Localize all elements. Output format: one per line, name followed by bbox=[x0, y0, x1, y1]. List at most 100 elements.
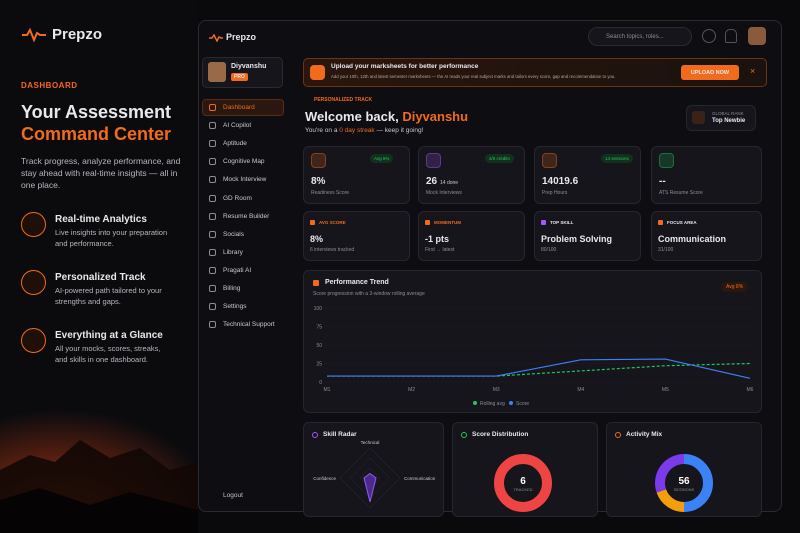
nav-item[interactable]: Cognitive Map bbox=[223, 158, 265, 166]
metric-label: AVG SCORE bbox=[319, 220, 346, 225]
x-tick-label: M3 bbox=[493, 387, 500, 393]
nav-icon bbox=[209, 303, 216, 311]
nav-icon bbox=[209, 140, 216, 148]
nav-icon bbox=[209, 212, 216, 220]
nav-icon bbox=[209, 176, 216, 184]
stat-badge: 4/5 credits bbox=[485, 154, 514, 163]
metric-card bbox=[534, 211, 641, 261]
nav-item[interactable]: Pragati AI bbox=[223, 266, 252, 274]
nav-icon bbox=[209, 158, 216, 166]
panel-icon bbox=[461, 432, 467, 438]
panel-title: Skill Radar bbox=[323, 431, 357, 438]
y-tick-label: 0 bbox=[319, 380, 322, 386]
notifications[interactable] bbox=[725, 29, 737, 43]
metric-card bbox=[303, 211, 410, 261]
welcome-name: Diyvanshu bbox=[402, 109, 469, 124]
nav-item[interactable]: Socials bbox=[223, 230, 244, 238]
nav-icon bbox=[209, 285, 216, 292]
user-badge: PRO bbox=[231, 73, 248, 81]
nav-item[interactable]: Library bbox=[223, 248, 243, 256]
chart-title: Performance Trend bbox=[325, 279, 389, 286]
stat-badge: Avg 8% bbox=[370, 154, 394, 163]
metric-sub: 80/100 bbox=[541, 247, 557, 253]
stat-label: Readiness Score bbox=[311, 190, 350, 196]
search-box[interactable]: Search topics, roles... bbox=[588, 27, 692, 46]
x-tick-label: M4 bbox=[577, 387, 584, 393]
donut-label: TRACKED bbox=[513, 487, 532, 492]
feature-icon bbox=[21, 212, 46, 237]
nav-item[interactable]: AI Copilot bbox=[223, 122, 252, 130]
x-tick-label: M1 bbox=[324, 387, 331, 393]
radar-label: Communication bbox=[404, 476, 436, 481]
nav-item[interactable]: Settings bbox=[223, 303, 247, 311]
theme-toggle[interactable] bbox=[702, 29, 716, 43]
metric-value: 8% bbox=[310, 234, 324, 244]
eyebrow: DASHBOARD bbox=[21, 81, 78, 90]
banner-icon bbox=[310, 65, 325, 80]
streak-prefix: You're on a bbox=[305, 127, 340, 134]
legend-label: Score bbox=[516, 401, 529, 407]
stat-icon bbox=[311, 153, 326, 168]
hero-panel bbox=[0, 0, 198, 533]
x-tick-label: M6 bbox=[747, 387, 754, 393]
feature-title: Real-time Analytics bbox=[55, 214, 147, 225]
streak: 0 day streak bbox=[339, 127, 375, 134]
nav-item[interactable]: Aptitude bbox=[223, 140, 247, 148]
panel-icon bbox=[312, 432, 318, 438]
user-name: Diyvanshu bbox=[231, 63, 267, 70]
y-tick-label: 50 bbox=[316, 343, 322, 349]
y-tick-label: 100 bbox=[314, 306, 323, 312]
upload-button[interactable]: UPLOAD NOW bbox=[681, 65, 739, 80]
mountains bbox=[0, 440, 198, 533]
stat-badge: 14 sessions bbox=[601, 154, 633, 163]
search-placeholder: Search topics, roles... bbox=[606, 34, 664, 40]
banner-close[interactable]: × bbox=[750, 66, 756, 76]
brand: Prepzo bbox=[52, 26, 103, 43]
feature-description: Live insights into your preparation and … bbox=[55, 228, 168, 248]
metric-icon bbox=[541, 220, 546, 225]
chart-badge: Avg 8% bbox=[721, 282, 749, 292]
streak-line: You're on a 0 day streak — keep it going… bbox=[305, 127, 423, 134]
stat-value: -- bbox=[659, 176, 666, 187]
x-tick-label: M2 bbox=[408, 387, 415, 393]
avatar[interactable] bbox=[748, 27, 766, 45]
feature-description: AI-powered path tailored to your strengt… bbox=[55, 286, 162, 306]
brand-logo bbox=[22, 28, 46, 42]
radar-ring bbox=[339, 447, 401, 509]
metric-card bbox=[651, 211, 762, 261]
panel-card bbox=[452, 422, 598, 517]
y-tick-label: 25 bbox=[316, 362, 322, 368]
feature-icon bbox=[21, 328, 46, 353]
nav-icon bbox=[209, 266, 216, 274]
metric-icon bbox=[310, 220, 315, 225]
logout[interactable]: Logout bbox=[223, 492, 243, 499]
nav-item[interactable]: Mock Interview bbox=[223, 176, 267, 184]
stat-icon bbox=[542, 153, 557, 168]
radar-label: Technical bbox=[361, 440, 380, 445]
panel-title: Score Distribution bbox=[472, 431, 529, 438]
nav-active bbox=[202, 99, 284, 116]
feature-icon bbox=[21, 270, 46, 295]
stat-icon bbox=[426, 153, 441, 168]
banner-text: Add your 10th, 12th and latest semester … bbox=[331, 74, 616, 79]
nav-item[interactable]: Dashboard bbox=[223, 104, 255, 111]
nav-item[interactable]: Resume Builder bbox=[223, 212, 270, 220]
chart-icon bbox=[313, 280, 319, 286]
nav-icon bbox=[209, 194, 216, 202]
user-avatar bbox=[208, 62, 226, 82]
donut-segment bbox=[683, 454, 713, 512]
stat-icon bbox=[659, 153, 674, 168]
nav-item[interactable]: GD Room bbox=[223, 194, 252, 202]
hero-description: Track progress, analyze performance, and… bbox=[21, 156, 181, 190]
nav-item[interactable]: Billing bbox=[223, 285, 241, 292]
metric-label: MOMENTUM bbox=[434, 220, 461, 225]
metric-card bbox=[418, 211, 525, 261]
nav-icon bbox=[209, 321, 216, 329]
metric-label: TOP SKILL bbox=[550, 220, 574, 225]
chart-card bbox=[303, 270, 762, 413]
nav-item[interactable]: Technical Support bbox=[223, 321, 275, 329]
metric-value: -1 pts bbox=[425, 234, 450, 244]
panel-card bbox=[303, 422, 444, 517]
stat-label: ATS Resume Score bbox=[659, 190, 703, 196]
